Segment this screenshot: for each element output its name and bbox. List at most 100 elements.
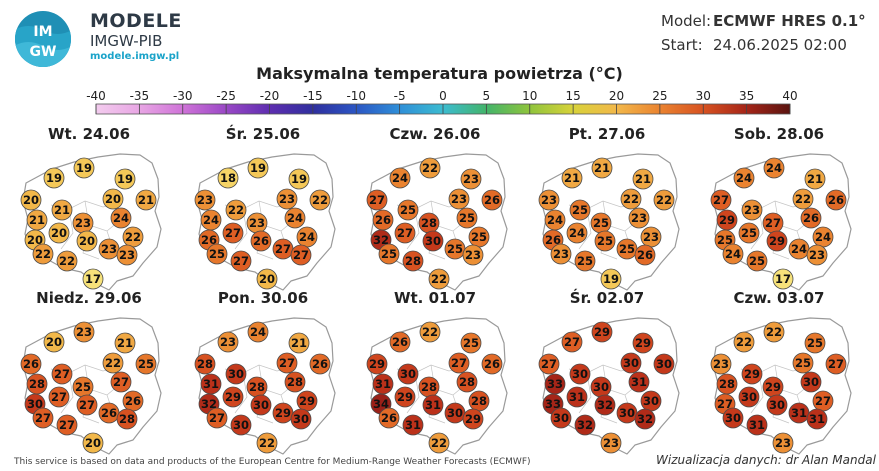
temperature-marker: [422, 394, 444, 416]
voivodeship-borders: [50, 364, 144, 424]
temperature-value: 30: [623, 356, 639, 370]
temperature-value: 26: [828, 193, 844, 207]
temperature-value: 20: [105, 192, 121, 206]
temperature-marker: [217, 167, 239, 189]
temperature-value: 23: [197, 193, 213, 207]
temperature-value: 25: [749, 254, 765, 268]
temperature-value: 30: [425, 234, 441, 248]
temperature-marker: [247, 321, 269, 343]
temperature-marker: [766, 230, 788, 252]
temperature-value: 29: [369, 357, 385, 371]
temperature-marker: [389, 167, 411, 189]
temperature-value: 25: [795, 356, 811, 370]
temperature-value: 27: [713, 193, 729, 207]
temperature-marker: [256, 268, 278, 290]
temperature-marker: [73, 321, 95, 343]
temperature-marker: [569, 199, 591, 221]
temperature-marker: [32, 243, 54, 265]
temperature-value: 24: [569, 226, 585, 240]
temperature-value: 27: [59, 418, 75, 432]
temperature-value: 26: [125, 394, 141, 408]
temperature-marker: [481, 353, 503, 375]
temperature-marker: [222, 222, 244, 244]
temperature-marker: [634, 408, 656, 430]
temperature-value: 21: [564, 171, 580, 185]
temperature-value: 29: [275, 406, 291, 420]
temperature-value: 29: [765, 380, 781, 394]
temperature-value: 25: [209, 247, 225, 261]
colorbar-tick-label: -15: [303, 89, 323, 103]
temperature-value: 30: [741, 390, 757, 404]
temperature-marker: [804, 168, 826, 190]
temperature-value: 23: [279, 192, 295, 206]
temperature-value: 28: [249, 380, 265, 394]
temperature-value: 27: [828, 357, 844, 371]
temperature-marker: [397, 199, 419, 221]
temperature-value: 28: [421, 216, 437, 230]
temperature-value: 20: [46, 335, 62, 349]
temperature-marker: [628, 371, 650, 393]
temperature-value: 31: [375, 377, 391, 391]
colorbar-tick-label: -10: [346, 89, 366, 103]
temperature-marker: [806, 408, 828, 430]
temperature-value: 27: [225, 226, 241, 240]
temperature-marker: [634, 244, 656, 266]
temperature-value: 31: [631, 375, 647, 389]
forecast-day-label: Pt. 27.06: [569, 125, 646, 143]
temperature-value: 22: [422, 161, 438, 175]
temperature-value: 31: [809, 412, 825, 426]
temperature-marker: [48, 222, 70, 244]
temperature-value: 28: [29, 377, 45, 391]
temperature-value: 27: [35, 411, 51, 425]
temperature-value: 23: [744, 203, 760, 217]
forecast-day-label: Pon. 30.06: [218, 289, 308, 307]
temperature-value: 31: [405, 418, 421, 432]
temperature-marker: [56, 414, 78, 436]
temperature-value: 19: [117, 172, 133, 186]
temperature-value: 26: [484, 357, 500, 371]
temperature-value: 21: [807, 172, 823, 186]
brand-url[interactable]: modele.imgw.pl: [90, 51, 180, 62]
temperature-value: 24: [113, 211, 129, 225]
temperature-value: 22: [228, 203, 244, 217]
temperature-value: 32: [373, 233, 389, 247]
temperature-value: 31: [203, 377, 219, 391]
temperature-value: 27: [369, 193, 385, 207]
temperature-marker: [569, 363, 591, 385]
temperature-marker: [620, 188, 642, 210]
temperature-marker: [653, 189, 675, 211]
temperature-marker: [288, 168, 310, 190]
brand-title: MODELE: [90, 10, 182, 32]
temperature-value: 19: [250, 161, 266, 175]
temperature-value: 23: [553, 247, 569, 261]
temperature-marker: [222, 386, 244, 408]
forecast-day-label: Niedz. 29.06: [36, 289, 142, 307]
temperature-value: 25: [597, 234, 613, 248]
temperature-value: 25: [717, 233, 733, 247]
temperature-colorbar: -40 -35 -30 -25 -20 -15 -10 -5 0 5 10 15 20 25 30 35 40: [86, 89, 798, 115]
temperature-marker: [102, 188, 124, 210]
temperature-value: 28: [471, 394, 487, 408]
temperature-value: 24: [287, 211, 303, 225]
temperature-value: 25: [593, 216, 609, 230]
temperature-value: 27: [541, 357, 557, 371]
temperature-marker: [102, 352, 124, 374]
temperature-value: 26: [375, 213, 391, 227]
temperature-value: 20: [23, 193, 39, 207]
temperature-value: 28: [405, 254, 421, 268]
temperature-value: 26: [23, 357, 39, 371]
temperature-value: 27: [113, 375, 129, 389]
temperature-value: 31: [791, 406, 807, 420]
temperature-value: 20: [51, 226, 67, 240]
temperature-value: 30: [253, 398, 269, 412]
temperature-marker: [288, 332, 310, 354]
temperature-value: 18: [220, 171, 236, 185]
temperature-marker: [230, 250, 252, 272]
svg-text:IM: IM: [33, 24, 52, 40]
temperature-value: 30: [233, 418, 249, 432]
temperature-value: 24: [725, 247, 741, 261]
temperature-value: 25: [619, 242, 635, 256]
temperature-marker: [594, 230, 616, 252]
